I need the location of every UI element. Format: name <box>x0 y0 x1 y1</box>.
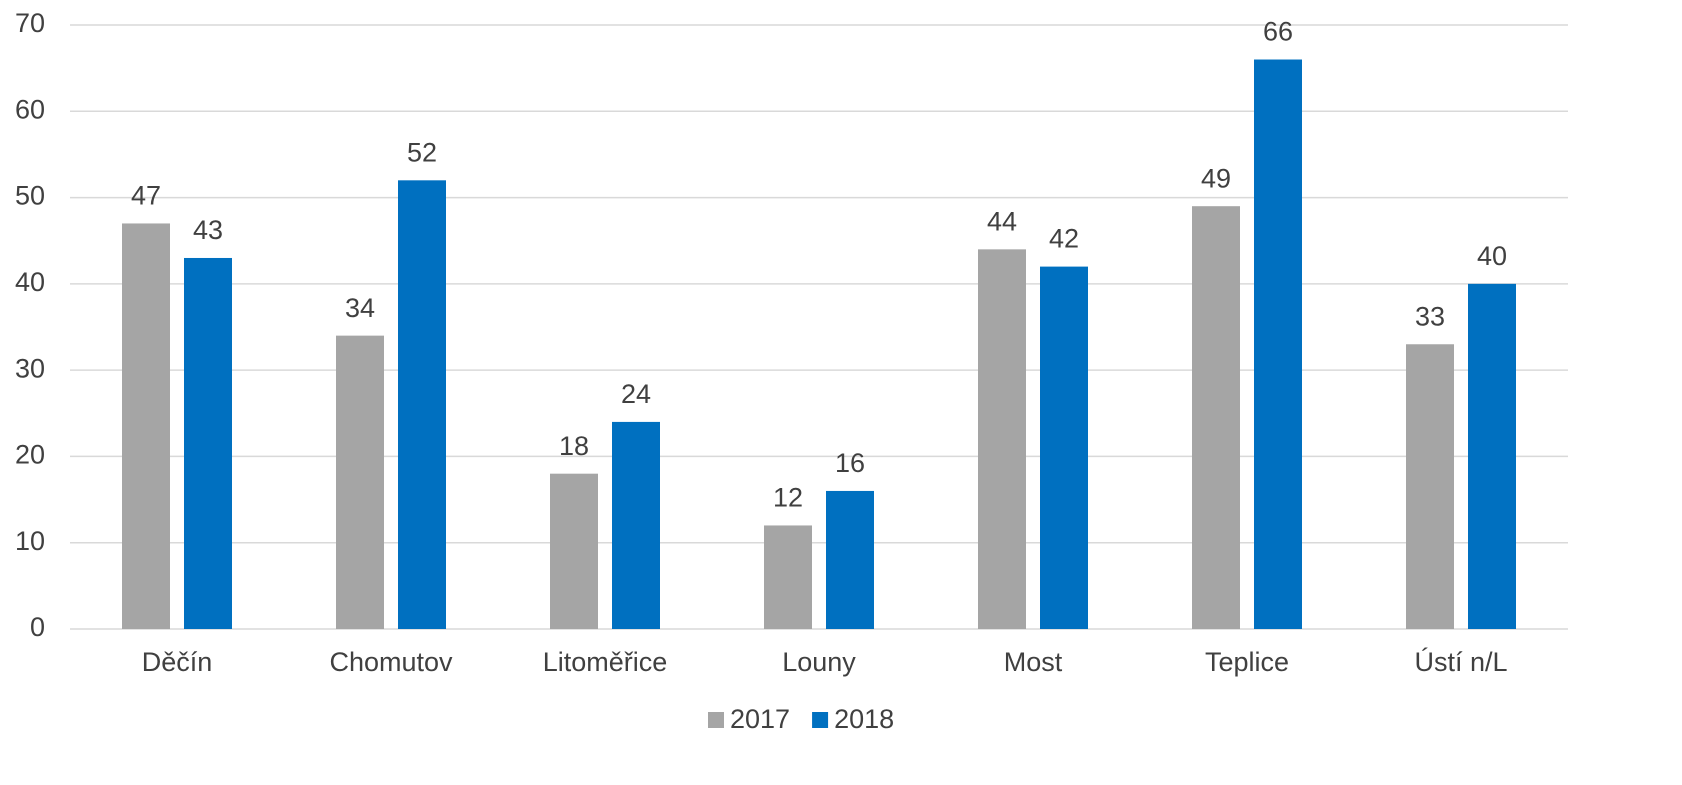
data-label: 18 <box>559 431 589 461</box>
legend-label: 2018 <box>834 704 894 734</box>
bar <box>1192 206 1240 629</box>
data-label: 33 <box>1415 301 1445 331</box>
data-label: 66 <box>1263 17 1293 47</box>
x-tick-label: Litoměřice <box>543 647 668 677</box>
y-tick-label: 30 <box>15 353 45 383</box>
x-tick-label: Chomutov <box>329 647 453 677</box>
bar <box>550 473 598 629</box>
bar <box>1406 344 1454 629</box>
data-label: 44 <box>987 206 1017 236</box>
bar <box>612 421 660 629</box>
y-tick-label: 50 <box>15 181 45 211</box>
data-label: 43 <box>193 215 223 245</box>
legend-swatch <box>812 712 829 728</box>
legend-label: 2017 <box>730 704 790 734</box>
bar <box>978 249 1026 630</box>
x-tick-label: Most <box>1004 647 1063 677</box>
bar <box>336 335 384 629</box>
y-tick-label: 10 <box>15 526 45 556</box>
bar <box>122 223 170 629</box>
y-tick-label: 40 <box>15 267 45 297</box>
bar <box>1468 283 1516 629</box>
bar <box>398 180 446 630</box>
bar <box>184 257 232 629</box>
bar <box>1040 266 1088 629</box>
x-tick-label: Ústí n/L <box>1414 646 1507 677</box>
data-label: 12 <box>773 483 803 513</box>
x-tick-label: Louny <box>782 647 856 677</box>
data-label: 49 <box>1201 163 1231 193</box>
bar <box>764 525 812 629</box>
x-tick-label: Děčín <box>142 647 213 677</box>
data-label: 16 <box>835 448 865 478</box>
bar <box>1254 59 1302 630</box>
data-label: 42 <box>1049 224 1079 254</box>
y-tick-label: 0 <box>30 612 45 642</box>
y-tick-label: 60 <box>15 94 45 124</box>
data-label: 40 <box>1477 241 1507 271</box>
y-tick-label: 70 <box>15 8 45 38</box>
x-tick-label: Teplice <box>1205 647 1289 677</box>
bar <box>826 490 874 629</box>
data-label: 47 <box>131 181 161 211</box>
legend-swatch <box>708 712 724 728</box>
data-label: 34 <box>345 293 375 323</box>
data-label: 52 <box>407 137 437 167</box>
data-label: 24 <box>621 379 651 409</box>
y-tick-label: 20 <box>15 440 45 470</box>
